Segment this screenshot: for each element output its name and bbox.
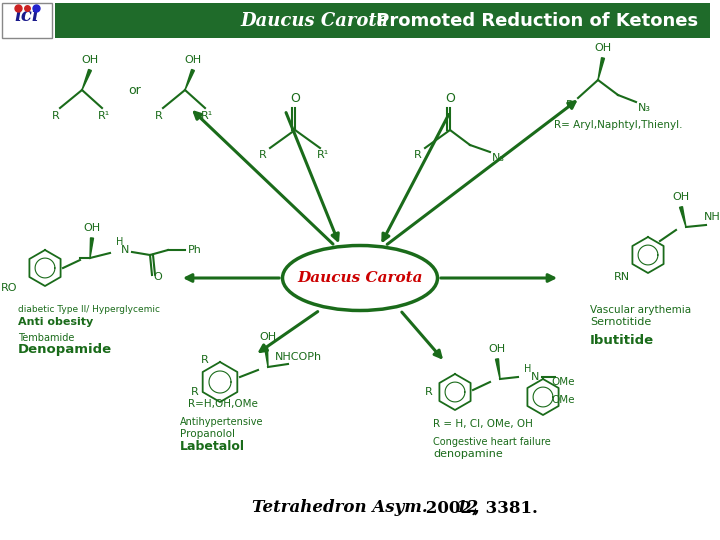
Text: R=H,OH,OMe: R=H,OH,OMe: [188, 399, 258, 409]
Text: OH: OH: [488, 344, 505, 354]
Polygon shape: [82, 70, 91, 90]
Text: N₃: N₃: [637, 103, 650, 113]
Text: 2002,: 2002,: [420, 500, 484, 516]
Text: denopamine: denopamine: [433, 449, 503, 459]
Text: N₃: N₃: [492, 153, 505, 163]
Text: O: O: [290, 91, 300, 105]
Text: N: N: [121, 245, 129, 255]
Text: Tetrahedron Asym.: Tetrahedron Asym.: [252, 500, 428, 516]
Text: Ibutitide: Ibutitide: [590, 334, 654, 347]
Text: OH: OH: [595, 43, 611, 53]
Polygon shape: [495, 359, 500, 379]
Text: Promoted Reduction of Ketones: Promoted Reduction of Ketones: [370, 12, 698, 30]
Text: Denopamide: Denopamide: [18, 343, 112, 356]
FancyBboxPatch shape: [55, 3, 710, 38]
Text: OH: OH: [81, 55, 99, 65]
Text: R: R: [191, 387, 199, 397]
Text: OH: OH: [672, 192, 690, 202]
Text: R: R: [414, 150, 422, 160]
Text: OH: OH: [259, 332, 276, 342]
Text: H: H: [117, 237, 124, 247]
Text: NHCOPh: NHCOPh: [274, 352, 322, 362]
Text: ici: ici: [14, 7, 40, 25]
Polygon shape: [90, 238, 94, 258]
Text: OMe: OMe: [552, 395, 575, 405]
Text: Propanolol: Propanolol: [180, 429, 235, 439]
Text: Ph: Ph: [188, 245, 202, 255]
Text: Sernotitide: Sernotitide: [590, 317, 652, 327]
Text: R = H, Cl, OMe, OH: R = H, Cl, OMe, OH: [433, 419, 533, 429]
Text: O: O: [153, 272, 163, 282]
Text: RO: RO: [1, 283, 17, 293]
Polygon shape: [680, 207, 686, 227]
Text: N: N: [531, 372, 539, 382]
Polygon shape: [264, 347, 268, 367]
Text: R: R: [201, 355, 209, 365]
Text: NHR: NHR: [703, 212, 720, 222]
Text: or: or: [129, 84, 141, 97]
Text: R¹: R¹: [317, 150, 329, 160]
Text: R: R: [52, 111, 60, 121]
Text: Antihypertensive: Antihypertensive: [180, 417, 264, 427]
Text: OH: OH: [84, 223, 101, 233]
Text: diabetic Type II/ Hyperglycemic: diabetic Type II/ Hyperglycemic: [18, 306, 160, 314]
Text: R= Aryl,Naphtyl,Thienyl.: R= Aryl,Naphtyl,Thienyl.: [554, 120, 683, 130]
Text: Vascular arythemia: Vascular arythemia: [590, 305, 691, 315]
Text: R: R: [426, 387, 433, 397]
Text: OH: OH: [184, 55, 202, 65]
Text: O: O: [445, 91, 455, 105]
Text: Tembamide: Tembamide: [18, 333, 74, 343]
FancyBboxPatch shape: [2, 3, 52, 38]
Text: OMe: OMe: [552, 377, 575, 387]
Text: RN: RN: [614, 272, 630, 282]
Text: R¹: R¹: [201, 111, 213, 121]
Text: H: H: [524, 364, 531, 374]
Polygon shape: [185, 70, 194, 90]
Text: , 3381.: , 3381.: [474, 500, 538, 516]
Polygon shape: [598, 58, 605, 80]
Text: R¹: R¹: [98, 111, 110, 121]
Text: Congestive heart failure: Congestive heart failure: [433, 437, 551, 447]
Text: R: R: [259, 150, 267, 160]
Text: R: R: [566, 100, 574, 110]
Ellipse shape: [282, 246, 438, 310]
Text: 12: 12: [456, 500, 480, 516]
Text: Daucus Carota: Daucus Carota: [240, 12, 388, 30]
Text: Anti obesity: Anti obesity: [18, 317, 94, 327]
Text: R: R: [155, 111, 163, 121]
Text: Labetalol: Labetalol: [180, 440, 245, 453]
Text: Daucus Carota: Daucus Carota: [297, 271, 423, 285]
